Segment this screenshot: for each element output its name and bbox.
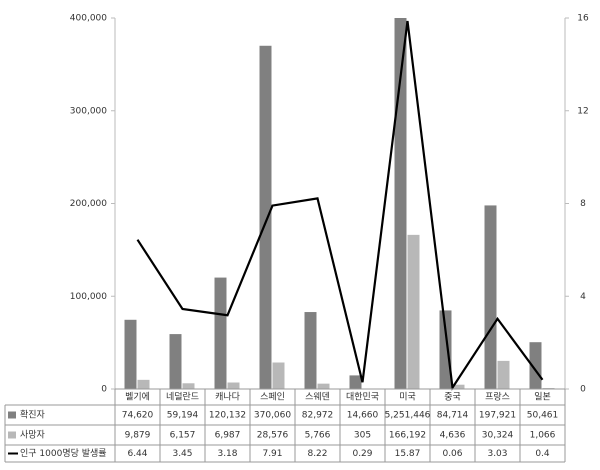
table-cell: 14,660 xyxy=(347,411,379,421)
table-cell: 5,766 xyxy=(305,431,331,441)
table-cell: 3.45 xyxy=(172,449,192,459)
x-tick-label: 캐나다 xyxy=(215,392,241,403)
table-cell: 305 xyxy=(354,431,371,441)
y-tick-label: 300,000 xyxy=(70,106,107,116)
y2-tick-label: 8 xyxy=(580,199,586,209)
x-tick-label: 벨기에 xyxy=(125,392,150,403)
bar xyxy=(169,334,182,389)
bar xyxy=(124,319,137,389)
x-tick-label: 미국 xyxy=(399,392,416,403)
x-tick-label: 대한민국 xyxy=(346,392,379,403)
y2-tick-label: 16 xyxy=(577,14,589,24)
bar xyxy=(137,379,150,389)
x-tick-label: 스페인 xyxy=(260,392,285,403)
legend-swatch xyxy=(8,411,16,419)
bar xyxy=(182,383,195,389)
bar xyxy=(272,362,285,389)
table-cell: 74,620 xyxy=(122,411,154,421)
legend-label: 사망자 xyxy=(20,430,46,441)
plot-area xyxy=(124,18,555,389)
table-cell: 50,461 xyxy=(527,411,559,421)
line xyxy=(136,20,544,391)
legend-swatch xyxy=(8,431,16,439)
table-cell: 6.44 xyxy=(127,449,147,459)
bar xyxy=(497,360,510,389)
table-cell: 8.22 xyxy=(307,449,327,459)
legend-label: 인구 1000명당 발생률 xyxy=(20,448,107,459)
y-tick-label: 200,000 xyxy=(70,199,107,209)
table-cell: 0.4 xyxy=(535,449,550,459)
y2-tick-label: 0 xyxy=(580,385,586,395)
y-tick-label: 400,000 xyxy=(70,14,107,24)
table-cell: 197,921 xyxy=(479,411,516,421)
bar xyxy=(394,18,407,389)
bar xyxy=(304,312,317,389)
bar xyxy=(349,375,362,389)
table-cell: 166,192 xyxy=(389,431,426,441)
y2-tick-label: 12 xyxy=(577,106,588,116)
bar xyxy=(407,234,420,389)
y-tick-label: 0 xyxy=(101,385,107,395)
table-cell: 3.03 xyxy=(487,449,507,459)
table-cell: 5,251,446 xyxy=(385,411,431,421)
table-cell: 15.87 xyxy=(395,449,421,459)
table-cell: 370,060 xyxy=(254,411,291,421)
table-cell: 3.18 xyxy=(217,449,237,459)
x-tick-label: 네덜란드 xyxy=(166,391,199,403)
bar xyxy=(214,277,227,389)
x-tick-label: 중국 xyxy=(444,392,461,403)
table-cell: 30,324 xyxy=(482,431,514,441)
bar xyxy=(227,382,240,389)
x-tick-label: 일본 xyxy=(534,392,551,403)
table-cell: 9,879 xyxy=(125,431,151,441)
y-tick-label: 100,000 xyxy=(70,292,107,302)
legend-label: 확진자 xyxy=(20,409,46,421)
table-cell: 84,714 xyxy=(437,411,469,421)
bar xyxy=(452,384,465,389)
table-cell: 28,576 xyxy=(257,431,289,441)
bar xyxy=(484,205,497,389)
table-cell: 6,987 xyxy=(215,431,241,441)
bar xyxy=(259,45,272,389)
table-cell: 1,066 xyxy=(530,431,556,441)
table-cell: 0.06 xyxy=(442,449,462,459)
table-cell: 59,194 xyxy=(167,411,199,421)
table-cell: 120,132 xyxy=(209,411,246,421)
bar xyxy=(317,383,330,389)
y2-tick-label: 4 xyxy=(580,292,586,302)
table-cell: 7.91 xyxy=(262,449,282,459)
x-tick-label: 스웨덴 xyxy=(305,391,330,403)
table-cell: 4,636 xyxy=(440,431,466,441)
x-tick-label: 프랑스 xyxy=(485,391,510,403)
bar xyxy=(439,310,452,389)
table-cell: 0.29 xyxy=(352,449,372,459)
table-cell: 82,972 xyxy=(302,411,334,421)
table-cell: 6,157 xyxy=(170,431,196,441)
bar xyxy=(529,342,542,389)
